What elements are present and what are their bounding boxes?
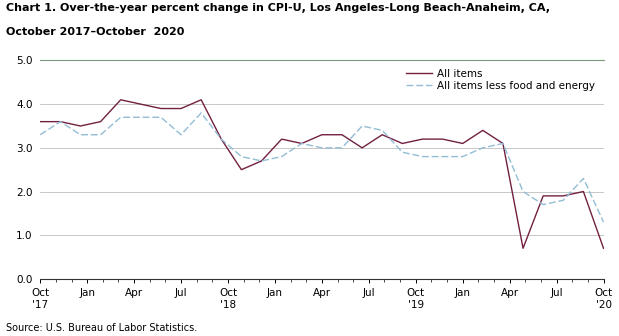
All items xyxy=(479,128,487,132)
Text: October 2017–October  2020: October 2017–October 2020 xyxy=(6,27,184,37)
All items less food and energy xyxy=(298,141,305,145)
All items less food and energy xyxy=(600,220,607,224)
All items xyxy=(258,159,265,163)
All items xyxy=(278,137,285,141)
All items less food and energy xyxy=(157,115,165,119)
All items less food and energy xyxy=(218,137,225,141)
All items less food and energy xyxy=(378,128,386,132)
Text: Source: U.S. Bureau of Labor Statistics.: Source: U.S. Bureau of Labor Statistics. xyxy=(6,323,197,333)
All items less food and energy xyxy=(117,115,124,119)
All items xyxy=(600,246,607,250)
All items less food and energy xyxy=(177,133,184,137)
All items less food and energy xyxy=(318,146,326,150)
All items less food and energy xyxy=(37,133,44,137)
All items xyxy=(439,137,446,141)
All items less food and energy xyxy=(560,198,567,202)
Line: All items less food and energy: All items less food and energy xyxy=(40,113,604,222)
All items less food and energy xyxy=(338,146,345,150)
All items less food and energy xyxy=(137,115,145,119)
All items xyxy=(378,133,386,137)
All items xyxy=(459,141,467,145)
All items less food and energy xyxy=(238,155,245,159)
All items xyxy=(399,141,406,145)
All items less food and energy xyxy=(56,120,64,124)
All items less food and energy xyxy=(479,146,487,150)
Line: All items: All items xyxy=(40,100,604,248)
All items less food and energy xyxy=(358,124,366,128)
All items less food and energy xyxy=(539,203,547,207)
All items xyxy=(499,141,506,145)
All items xyxy=(117,98,124,102)
All items less food and energy xyxy=(579,176,587,180)
All items less food and energy xyxy=(418,155,426,159)
All items less food and energy xyxy=(258,159,265,163)
All items less food and energy xyxy=(278,155,285,159)
All items less food and energy xyxy=(97,133,104,137)
All items xyxy=(137,102,145,106)
All items xyxy=(519,246,527,250)
All items xyxy=(539,194,547,198)
All items less food and energy xyxy=(519,190,527,194)
All items xyxy=(358,146,366,150)
All items xyxy=(97,120,104,124)
All items less food and energy xyxy=(77,133,84,137)
All items xyxy=(338,133,345,137)
Text: Chart 1. Over-the-year percent change in CPI-U, Los Angeles-Long Beach-Anaheim, : Chart 1. Over-the-year percent change in… xyxy=(6,3,550,13)
All items xyxy=(560,194,567,198)
All items less food and energy xyxy=(399,150,406,154)
All items less food and energy xyxy=(197,111,205,115)
All items xyxy=(298,141,305,145)
All items xyxy=(579,190,587,194)
All items xyxy=(218,137,225,141)
All items xyxy=(197,98,205,102)
All items less food and energy xyxy=(459,155,467,159)
All items xyxy=(418,137,426,141)
All items xyxy=(37,120,44,124)
All items xyxy=(77,124,84,128)
All items xyxy=(157,107,165,111)
All items xyxy=(318,133,326,137)
All items less food and energy xyxy=(439,155,446,159)
All items xyxy=(177,107,184,111)
All items less food and energy xyxy=(499,141,506,145)
Legend: All items, All items less food and energy: All items, All items less food and energ… xyxy=(403,66,599,94)
All items xyxy=(56,120,64,124)
All items xyxy=(238,168,245,172)
